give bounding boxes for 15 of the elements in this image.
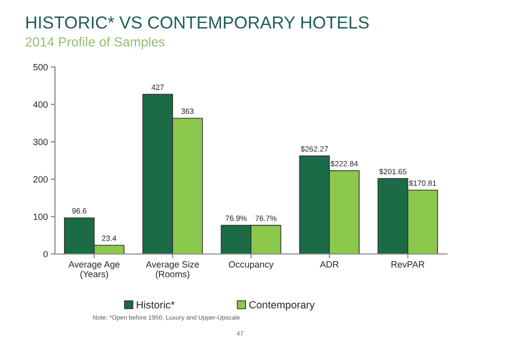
y-tick-label: 200 (33, 176, 48, 183)
x-tick-label: Average Age (Years) (68, 261, 120, 280)
legend-label: Historic* (136, 300, 175, 308)
x-tick-label: Average Size (Rooms) (146, 260, 199, 280)
x-tick-label: Occupancy (228, 261, 274, 270)
y-tick-label: 100 (34, 214, 48, 220)
chart-subtitle: 2014 Profile of Samples (26, 36, 165, 50)
legend-label: Contemporary (249, 301, 315, 311)
x-tick-label: RevPAR (392, 261, 424, 268)
y-tick-label: 500 (33, 64, 48, 70)
chart-title: HISTORIC* VS CONTEMPORARY HOTELS (26, 16, 369, 29)
y-tick-label: 400 (33, 101, 48, 108)
y-tick-label: 300 (33, 138, 48, 146)
x-tick-label: ADR (320, 261, 339, 268)
y-tick-label: 0 (43, 250, 48, 258)
